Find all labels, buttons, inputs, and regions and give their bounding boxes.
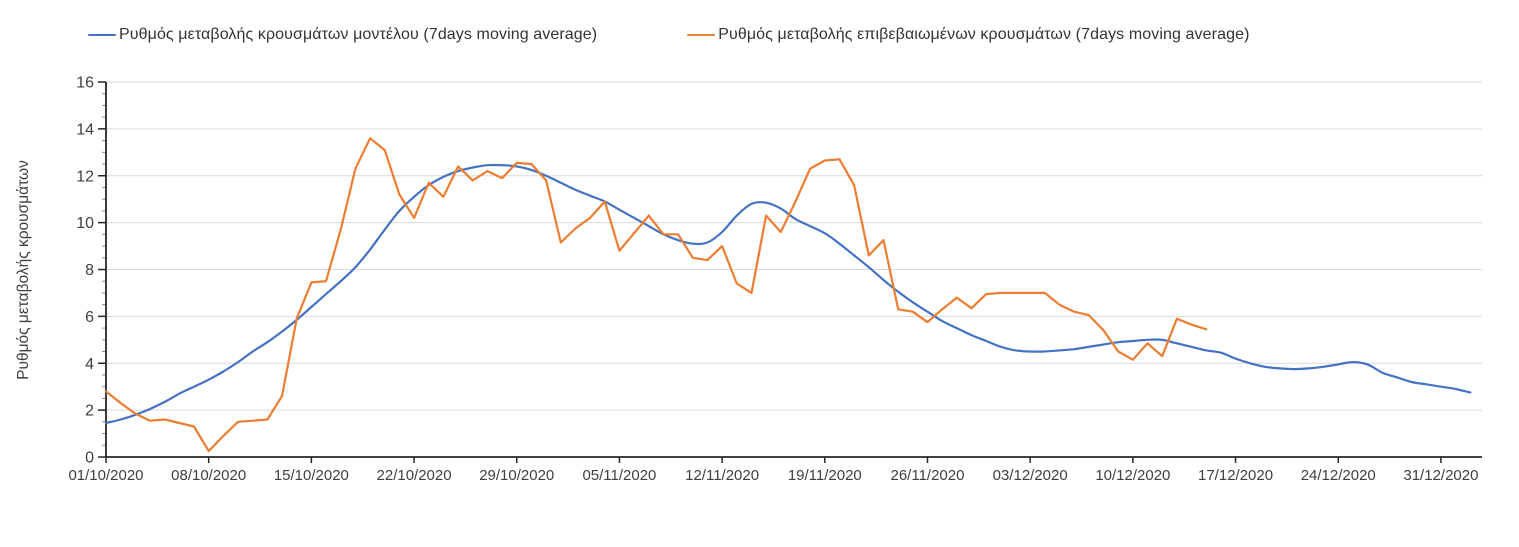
legend-line-swatch-confirmed [687, 33, 716, 37]
legend-item-confirmed: Ρυθμός μεταβολής επιβεβαιωμένων κρουσμάτ… [687, 26, 1249, 44]
x-tick-label: 15/10/2020 [274, 467, 349, 484]
x-tick-label: 05/11/2020 [582, 467, 656, 484]
x-tick-label: 24/12/2020 [1301, 467, 1376, 484]
x-tick-label: 17/12/2020 [1198, 467, 1273, 484]
x-tick-label: 08/10/2020 [171, 467, 246, 484]
x-tick-label: 19/11/2020 [788, 467, 862, 484]
x-tick-label: 22/10/2020 [377, 467, 452, 484]
series-line-confirmed [104, 137, 1208, 453]
x-tick-label: 12/11/2020 [685, 467, 759, 484]
y-tick-label: 16 [76, 75, 94, 92]
series-line-model [104, 163, 1472, 425]
y-tick-label: 6 [85, 309, 94, 326]
x-tick-label: 26/11/2020 [891, 467, 965, 484]
y-tick-label: 10 [76, 215, 94, 232]
chart-legend: Ρυθμός μεταβολής κρουσμάτων μοντέλου (7d… [88, 26, 1250, 44]
x-tick-label: 31/12/2020 [1403, 467, 1478, 484]
y-tick-label: 4 [85, 356, 94, 373]
legend-line-swatch-model [88, 33, 116, 37]
legend-label-model: Ρυθμός μεταβολής κρουσμάτων μοντέλου (7d… [119, 26, 598, 43]
x-tick-label: 03/12/2020 [993, 467, 1068, 484]
x-tick-label: 10/12/2020 [1095, 467, 1170, 484]
y-tick-label: 8 [85, 262, 94, 279]
y-tick-label: 2 [85, 403, 94, 420]
y-tick-label: 14 [76, 121, 94, 138]
legend-item-model: Ρυθμός μεταβολής κρουσμάτων μοντέλου (7d… [88, 26, 597, 44]
x-tick-label: 29/10/2020 [479, 467, 554, 484]
y-tick-label: 0 [85, 450, 94, 467]
y-tick-label: 12 [76, 168, 94, 185]
legend-label-confirmed: Ρυθμός μεταβολής επιβεβαιωμένων κρουσμάτ… [718, 26, 1250, 43]
x-tick-label: 01/10/2020 [68, 467, 143, 484]
